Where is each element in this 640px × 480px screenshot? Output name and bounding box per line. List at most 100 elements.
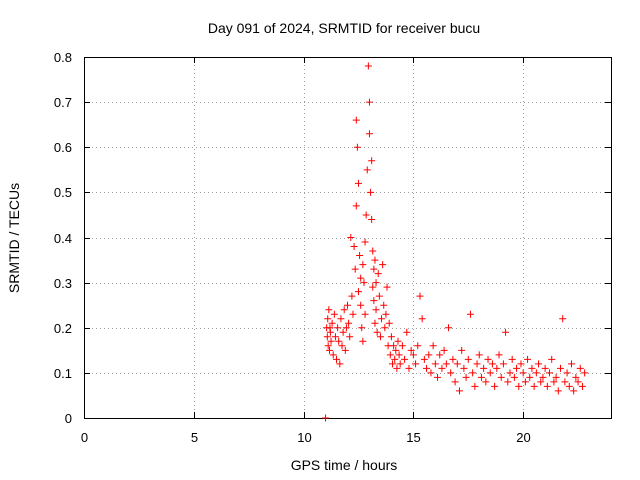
data-point — [375, 292, 383, 300]
data-point — [427, 369, 435, 377]
data-point — [546, 369, 554, 377]
data-point — [385, 319, 393, 327]
data-point — [550, 378, 558, 386]
data-point — [449, 355, 457, 363]
data-point — [369, 283, 377, 291]
data-point — [530, 382, 538, 390]
chart-title: Day 091 of 2024, SRMTID for receiver buc… — [208, 20, 480, 36]
data-point — [352, 116, 360, 124]
data-point — [368, 215, 376, 223]
data-point — [350, 243, 358, 251]
data-point — [324, 315, 332, 323]
data-point — [356, 252, 364, 260]
data-point — [335, 337, 343, 345]
data-point — [548, 355, 556, 363]
data-point — [414, 342, 422, 350]
data-point — [372, 306, 380, 314]
data-point — [480, 364, 488, 372]
data-point — [333, 355, 341, 363]
data-point — [418, 315, 426, 323]
y-axis-title: SRMTID / TECUs — [6, 183, 22, 293]
data-point — [349, 310, 357, 318]
data-point — [327, 337, 335, 345]
data-point — [324, 342, 332, 350]
data-point — [567, 360, 575, 368]
data-point — [330, 310, 338, 318]
data-point — [371, 319, 379, 327]
data-point — [506, 369, 514, 377]
data-point — [486, 369, 494, 377]
data-point — [359, 337, 367, 345]
data-point — [403, 328, 411, 336]
data-point — [352, 202, 360, 210]
data-point — [373, 328, 381, 336]
data-point — [513, 364, 521, 372]
data-points — [322, 62, 589, 422]
data-point — [341, 346, 349, 354]
data-point — [499, 360, 507, 368]
x-tick-label: 20 — [516, 430, 530, 445]
data-point — [357, 274, 365, 282]
data-point — [322, 414, 330, 422]
data-point — [436, 351, 444, 359]
data-point — [329, 351, 337, 359]
data-point — [407, 346, 415, 354]
data-point — [365, 130, 373, 138]
data-point — [488, 360, 496, 368]
y-tick-label: 0.8 — [54, 50, 72, 65]
data-point — [464, 355, 472, 363]
data-point — [367, 188, 375, 196]
data-point — [389, 360, 397, 368]
data-point — [412, 360, 420, 368]
data-point — [405, 364, 413, 372]
data-point — [401, 355, 409, 363]
data-point — [362, 211, 370, 219]
data-point — [425, 351, 433, 359]
x-tick-label: 5 — [191, 430, 198, 445]
data-point — [392, 346, 400, 354]
data-point — [325, 306, 333, 314]
data-point — [504, 378, 512, 386]
data-point — [473, 360, 481, 368]
data-point — [336, 360, 344, 368]
data-point — [337, 315, 345, 323]
data-point — [348, 292, 356, 300]
data-point — [416, 292, 424, 300]
data-point — [491, 382, 499, 390]
data-point — [398, 342, 406, 350]
data-point — [515, 382, 523, 390]
data-point — [354, 179, 362, 187]
data-point — [396, 360, 404, 368]
data-point — [460, 364, 468, 372]
data-point — [361, 238, 369, 246]
data-point — [344, 301, 351, 309]
data-point — [543, 382, 551, 390]
data-point — [524, 355, 532, 363]
data-point — [326, 328, 334, 336]
data-point — [541, 364, 549, 372]
data-point — [381, 324, 389, 332]
data-point — [442, 360, 450, 368]
data-point — [434, 373, 442, 381]
y-tick-label: 0.3 — [54, 276, 72, 291]
data-point — [521, 378, 529, 386]
data-point — [353, 143, 361, 151]
data-point — [361, 310, 369, 318]
data-point — [359, 261, 367, 269]
data-point — [395, 351, 403, 359]
data-point — [386, 351, 394, 359]
y-tick-label: 0 — [65, 411, 72, 426]
data-point — [502, 328, 510, 336]
data-point — [477, 373, 485, 381]
x-axis-title: GPS time / hours — [291, 457, 398, 473]
y-tick-label: 0.5 — [54, 185, 72, 200]
data-point — [368, 157, 376, 165]
data-point — [554, 387, 562, 395]
data-point — [342, 324, 350, 332]
data-point — [354, 288, 362, 296]
data-point — [387, 333, 395, 341]
data-point — [374, 270, 382, 278]
y-tick-label: 0.6 — [54, 140, 72, 155]
data-point — [469, 369, 477, 377]
data-point — [338, 342, 346, 350]
